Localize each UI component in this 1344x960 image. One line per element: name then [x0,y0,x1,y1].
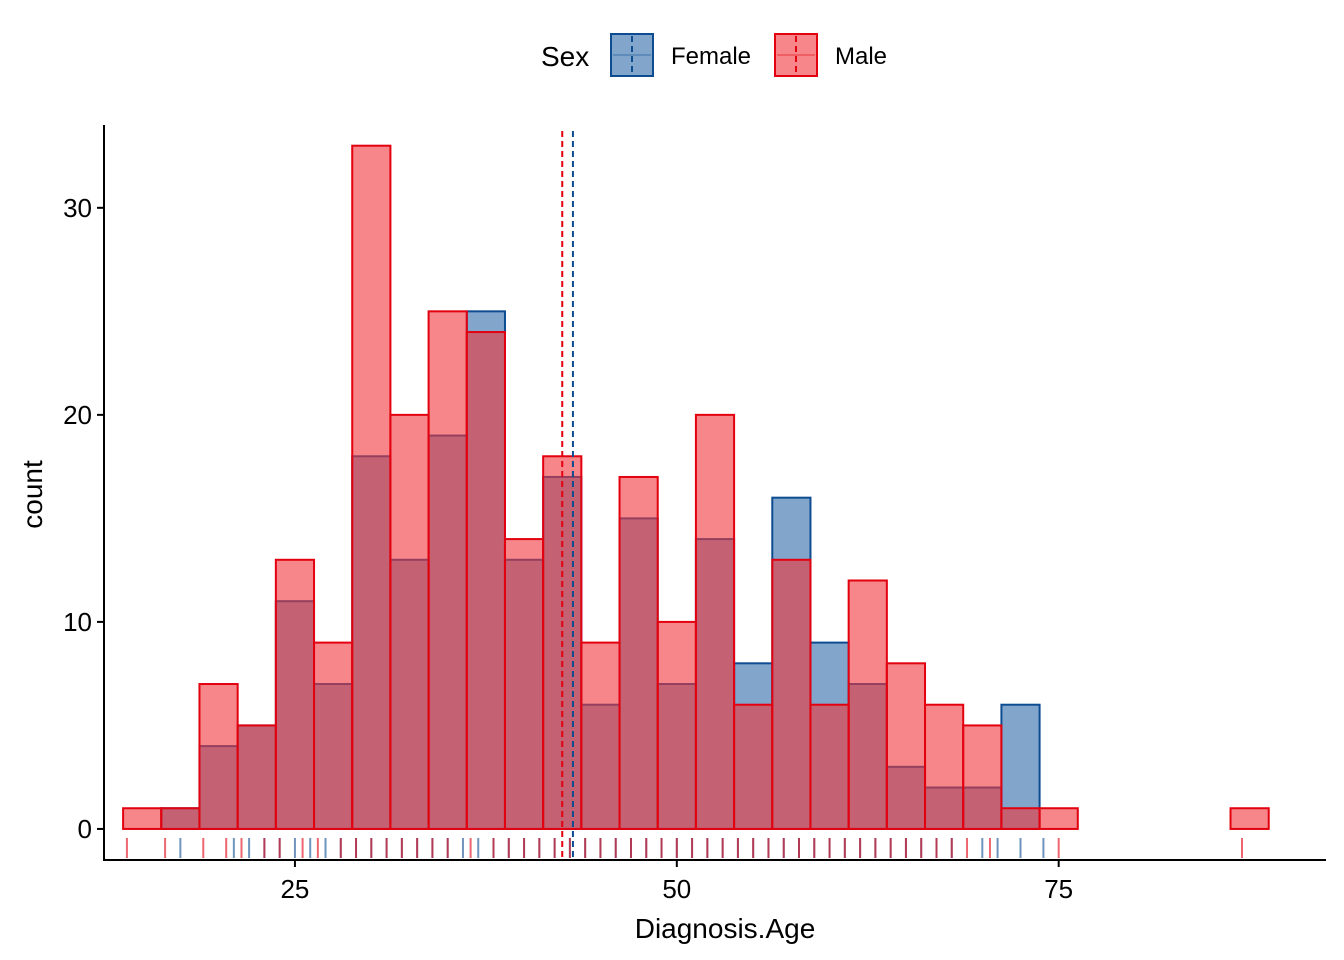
bar-male-22.5 [236,724,277,830]
bar-male-75 [1038,807,1079,830]
bar-male-20 [198,683,239,830]
bar-male-55 [733,703,774,830]
x-axis-title: Diagnosis.Age [635,913,816,944]
x-tick-label: 75 [1044,874,1073,904]
y-tick-label: 30 [63,193,92,223]
bar-male-70 [962,724,1003,830]
legend-item-male: Male [774,33,887,77]
bar-male-62.5 [847,579,888,830]
x-tick-label: 25 [280,874,309,904]
y-tick-label: 10 [63,607,92,637]
y-axis-title: count [17,460,48,529]
legend-label-male: Male [835,43,887,70]
bar-male-60 [809,703,850,830]
bar-male-30 [351,144,392,830]
y-tick-label: 20 [63,400,92,430]
bar-male-87.5 [1229,807,1270,830]
y-tick-label: 0 [78,814,92,844]
bar-male-35 [427,310,468,830]
bar-male-45 [580,641,621,830]
legend-label-female: Female [671,43,751,70]
bar-male-15 [122,807,163,830]
legend-item-female: Female [610,33,751,77]
series-male-bars [122,144,1270,830]
bar-male-50 [656,620,697,830]
bar-male-72.5 [1000,807,1041,830]
bar-male-57.5 [771,558,812,830]
bar-male-40 [503,538,545,830]
bar-male-37.5 [465,331,506,830]
bar-male-25 [274,558,316,830]
mean-lines [561,131,574,858]
x-tick-label: 50 [662,874,691,904]
bar-male-65 [885,662,927,830]
legend-title: Sex [541,41,589,72]
bar-male-47.5 [618,475,659,830]
bar-male-67.5 [924,703,965,830]
legend: Sex Female Male [541,33,887,77]
bar-male-17.5 [160,807,201,830]
bar-male-27.5 [313,641,354,830]
bar-male-32.5 [389,413,430,830]
rug-marks [125,838,1243,858]
axes: 0 10 20 30 25 50 75 [63,125,1326,904]
bar-male-52.5 [694,413,736,830]
